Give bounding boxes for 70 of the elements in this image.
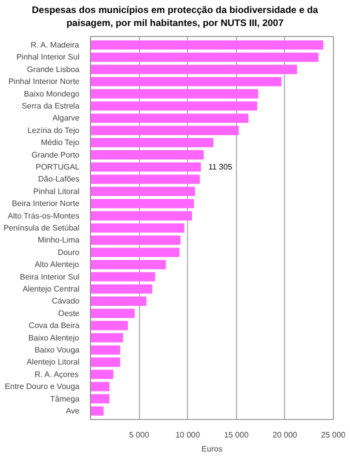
y-tick-label: Tâmega [50,394,80,403]
bar [90,210,192,220]
bar [90,113,248,122]
y-tick-label: Douro [58,247,80,256]
y-tick-label: Cova da Beira [28,320,80,330]
y-tick-label: Médio Tejo [40,138,80,147]
bar [90,357,120,366]
y-tick-label: Ave [66,406,80,416]
y-tick-label: Pinhal Interior Norte [8,76,80,86]
y-tick-label: Pinhal Interior Sul [16,52,80,62]
bar [90,369,114,379]
x-tick-label: 15 000 [224,430,250,440]
x-tick-label: 20 000 [272,430,298,440]
y-tick-label: Beira Interior Norte [12,198,80,208]
bar [90,406,104,416]
bar [90,125,239,135]
y-tick-label: Algarve [52,113,80,122]
bar [90,382,110,391]
bar [90,320,128,330]
y-tick-label: Baixo Vouga [34,345,80,354]
bar [90,186,196,196]
y-tick-label: Alentejo Central [22,284,80,294]
x-tick-label: 10 000 [175,430,200,440]
y-tick-label: Entre Douro e Vouga [4,382,80,391]
bar [90,198,194,208]
y-tick-label: Minho-Lima [38,235,80,244]
bar [90,64,298,74]
bar [90,308,135,318]
bar [90,332,124,342]
y-tick-label: Lezíria do Tejo [27,126,80,135]
bar [90,88,258,98]
bar [90,100,258,110]
bar [90,174,200,184]
y-tick-label: Península de Setúbal [3,223,80,232]
y-tick-label: R. A. Madeira [30,40,80,50]
x-tick-label: 25 000 [321,430,346,440]
bar [90,272,156,282]
bar [90,162,201,172]
bar [90,222,184,232]
y-tick-label: Alentejo Litoral [26,357,80,366]
bar [90,247,180,257]
y-tick-label: Alto Alentejo [34,260,80,269]
bar [90,260,166,269]
y-tick-label: PORTUGAL [36,162,80,172]
bar [90,52,318,62]
y-tick-label: Serra da Estrela [22,101,80,110]
chart-title: Despesas dos municípios em protecção da biodiversidade e da paisagem, por mil habitantes, por NUTS III, 2007 [30,4,320,31]
y-tick-label: R. A. Açores [34,369,79,378]
bar [90,150,204,160]
y-tick-label: Grande Porto [31,150,80,159]
bar [90,235,180,244]
bar [90,40,324,50]
y-tick-label: Beira Interior Sul [20,272,80,281]
x-axis-title: Euros [202,444,222,454]
y-tick-label: Dão-Lafões [38,174,80,184]
y-tick-label: Baixo Mondego [24,88,80,98]
y-tick-label: Alto Trás-os-Montes [8,210,80,220]
bar [90,296,146,306]
y-tick-label: Oeste [58,308,80,318]
bar [90,284,152,294]
bar [90,344,120,354]
y-tick-label: Grande Lisboa [27,64,80,74]
y-tick-label: Baixo Alentejo [28,332,80,342]
y-tick-label: Cávado [52,296,80,306]
bar [90,394,110,404]
bar [90,138,214,147]
y-tick-label: Pinhal Litoral [33,186,80,196]
data-label: 11 305 [208,162,233,172]
x-tick-label: 5 000 [129,430,150,440]
bar [90,76,282,86]
